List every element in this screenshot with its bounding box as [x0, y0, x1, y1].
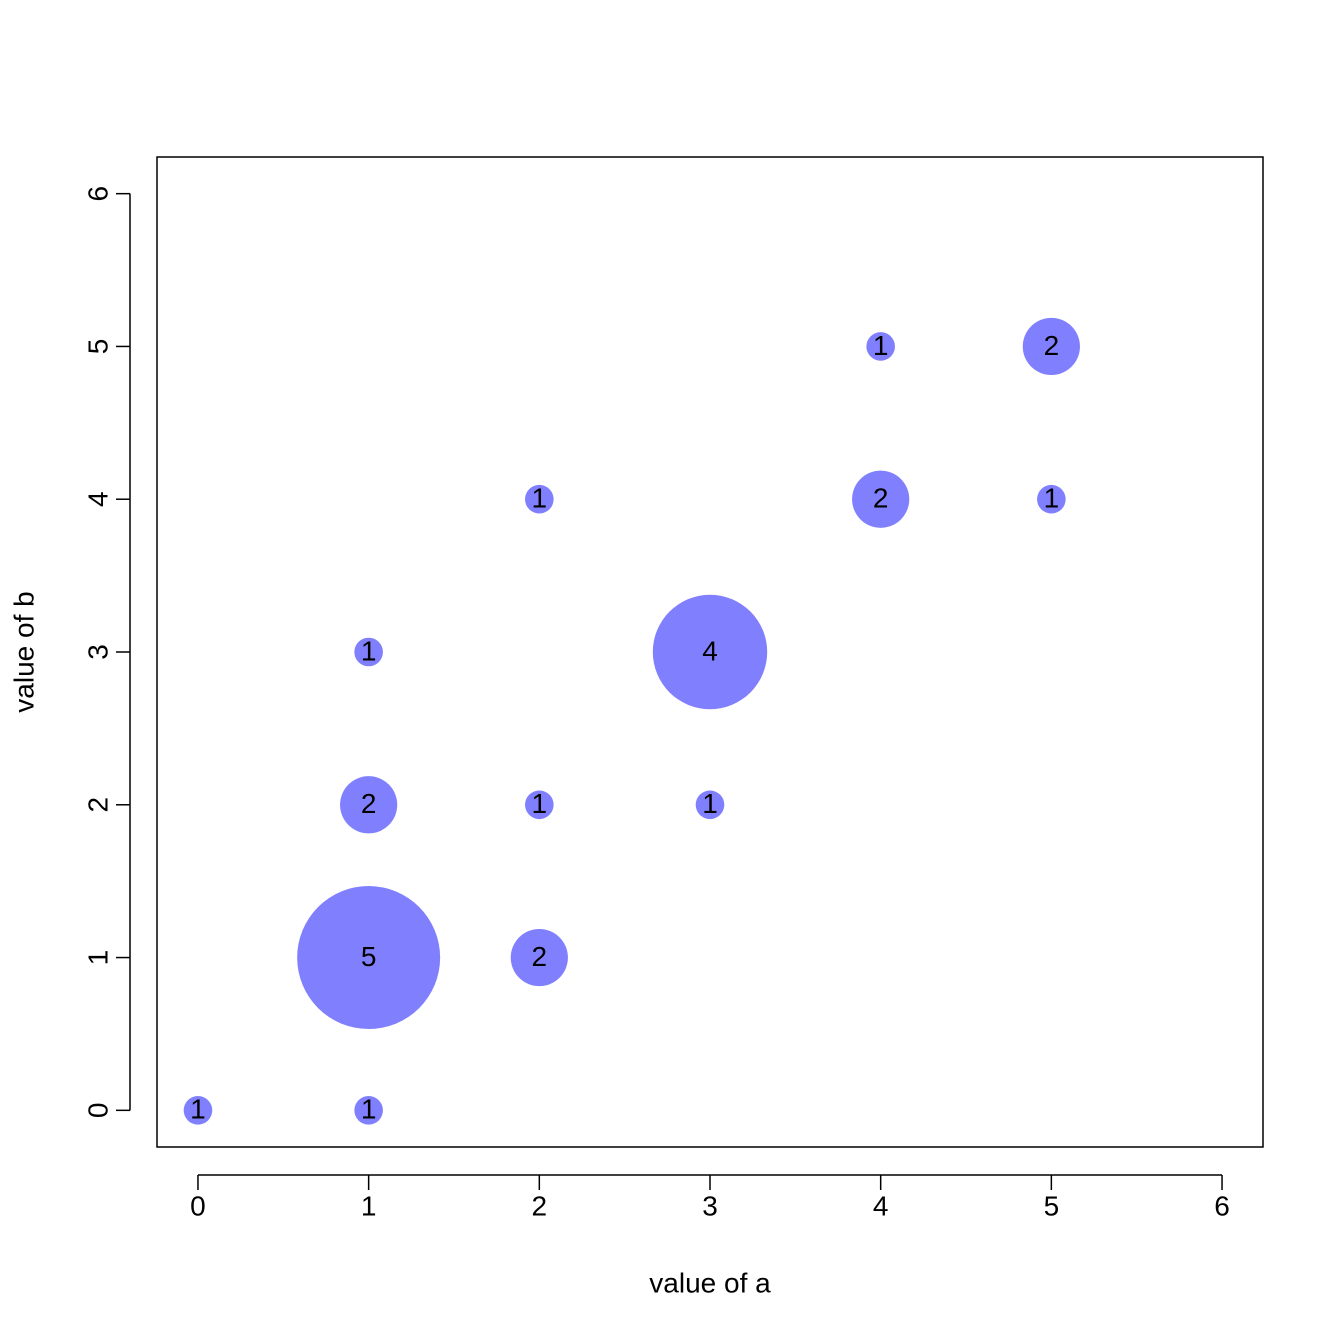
x-tick-label: 0	[190, 1190, 206, 1221]
x-tick-label: 4	[873, 1190, 889, 1221]
bubble	[525, 790, 554, 820]
x-tick-label: 2	[532, 1190, 548, 1221]
bubble-label: 1	[190, 1094, 206, 1125]
bubble	[695, 790, 725, 820]
y-tick-label: 2	[82, 797, 113, 813]
bubble-label: 2	[361, 788, 377, 819]
bubble-label: 1	[873, 330, 889, 361]
x-tick-label: 5	[1044, 1190, 1060, 1221]
bubble-label: 1	[1044, 483, 1060, 514]
bubble	[525, 484, 554, 514]
y-tick-label: 6	[82, 186, 113, 202]
bubble	[1022, 317, 1080, 376]
bubble-label: 1	[361, 635, 377, 666]
bubble-label: 2	[873, 483, 889, 514]
x-axis-label: value of a	[649, 1267, 771, 1298]
plot-frame	[156, 156, 1264, 1148]
y-axis-label: value of b	[8, 591, 39, 712]
y-tick-label: 3	[82, 644, 113, 660]
bubble-label: 1	[361, 1094, 377, 1125]
bubble	[354, 637, 383, 667]
x-tick-label: 3	[702, 1190, 718, 1221]
y-tick-label: 1	[82, 950, 113, 966]
bubble	[340, 776, 398, 834]
y-tick-label: 5	[82, 339, 113, 355]
bubble	[652, 594, 768, 710]
bubble	[1037, 484, 1066, 514]
bubble-label: 2	[532, 941, 548, 972]
x-tick-label: 6	[1214, 1190, 1230, 1221]
bubble-label: 1	[532, 788, 548, 819]
bubble	[866, 332, 895, 361]
bubble	[852, 470, 910, 528]
x-tick-label: 1	[361, 1190, 377, 1221]
bubble	[510, 928, 568, 987]
bubble	[354, 1096, 383, 1125]
bubble	[183, 1096, 213, 1125]
bubble-label: 5	[361, 941, 377, 972]
bubble-label: 2	[1044, 330, 1060, 361]
y-tick-label: 4	[82, 491, 113, 507]
bubble-label: 1	[532, 483, 548, 514]
bubble-label: 1	[702, 788, 718, 819]
bubble	[297, 886, 441, 1030]
bubble-label: 4	[702, 635, 718, 666]
y-tick-label: 0	[82, 1103, 113, 1119]
